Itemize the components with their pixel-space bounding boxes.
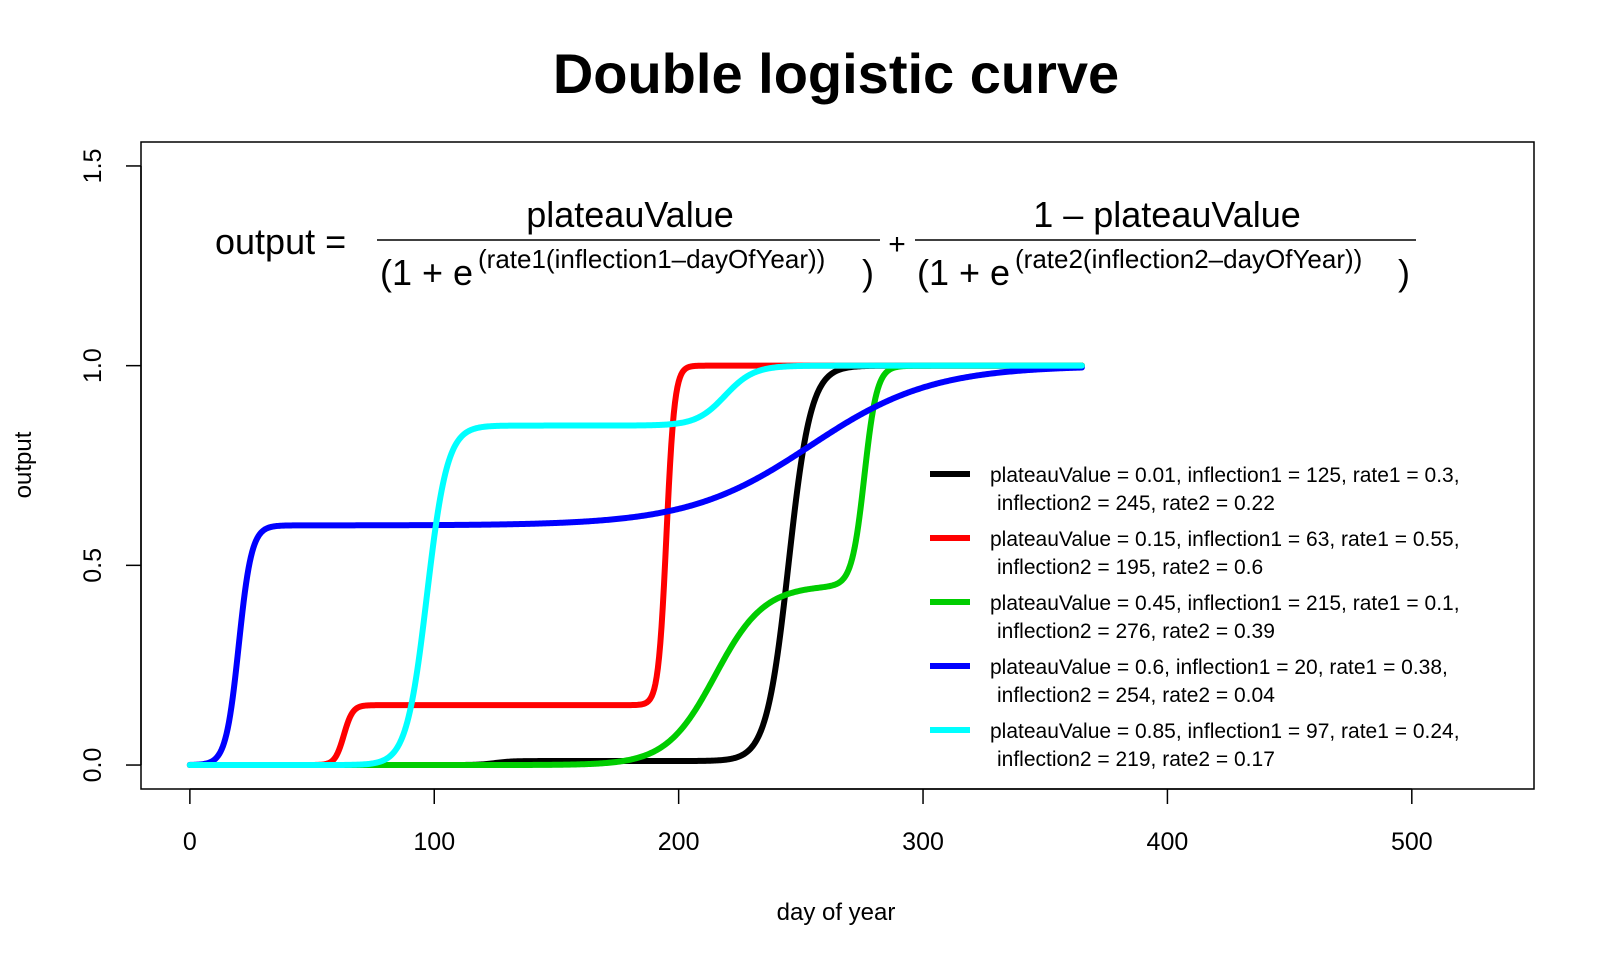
y-axis-label: output — [10, 431, 37, 498]
series-group — [186, 362, 1085, 769]
legend-label: inflection2 = 276, rate2 = 0.39 — [997, 620, 1275, 643]
series-line-4 — [186, 364, 1085, 768]
chart-title: Double logistic curve — [553, 42, 1119, 105]
formula-term1-numerator: plateauValue — [526, 194, 734, 235]
x-tick-label: 400 — [1147, 828, 1189, 856]
legend-label: inflection2 = 245, rate2 = 0.22 — [997, 492, 1275, 515]
series-line-5 — [186, 362, 1085, 769]
formula-term1-denominator-close: ) — [862, 252, 874, 293]
formula-term1-denominator-open: (1 + e — [380, 252, 473, 293]
formula: output = plateauValue (1 + e (rate1(infl… — [215, 194, 1416, 293]
formula-term2-numerator: 1 – plateauValue — [1033, 194, 1301, 235]
legend-label: inflection2 = 254, rate2 = 0.04 — [997, 684, 1275, 707]
x-axis: 0 100 200 300 400 500 — [183, 788, 1433, 856]
x-tick-label: 200 — [658, 828, 700, 856]
legend-label: inflection2 = 195, rate2 = 0.6 — [997, 556, 1263, 579]
x-tick-label: 300 — [902, 828, 944, 856]
formula-term2-exponent: (rate2(inflection2–dayOfYear)) — [1015, 244, 1362, 274]
y-tick-label: 0.5 — [79, 548, 107, 583]
legend-label: plateauValue = 0.45, inflection1 = 215, … — [990, 592, 1460, 615]
legend-label: plateauValue = 0.85, inflection1 = 97, r… — [990, 720, 1460, 743]
formula-term2-denominator-close: ) — [1398, 252, 1410, 293]
y-tick-label: 1.0 — [79, 348, 107, 383]
legend-label: plateauValue = 0.15, inflection1 = 63, r… — [990, 528, 1460, 551]
formula-term2-denominator-open: (1 + e — [917, 252, 1010, 293]
legend-label: inflection2 = 219, rate2 = 0.17 — [997, 748, 1275, 771]
legend-label: plateauValue = 0.01, inflection1 = 125, … — [990, 464, 1460, 487]
formula-plus: + — [888, 228, 906, 261]
formula-lhs: output = — [215, 221, 346, 262]
legend: plateauValue = 0.01, inflection1 = 125, … — [930, 464, 1460, 771]
x-tick-label: 100 — [413, 828, 455, 856]
legend-label: plateauValue = 0.6, inflection1 = 20, ra… — [990, 656, 1448, 679]
y-tick-label: 1.5 — [79, 149, 107, 184]
x-tick-label: 0 — [183, 828, 197, 856]
formula-term1-exponent: (rate1(inflection1–dayOfYear)) — [478, 244, 825, 274]
y-axis: 0.0 0.5 1.0 1.5 — [79, 149, 142, 783]
x-tick-label: 500 — [1391, 828, 1433, 856]
x-axis-label: day of year — [777, 899, 896, 926]
y-tick-label: 0.0 — [79, 748, 107, 783]
